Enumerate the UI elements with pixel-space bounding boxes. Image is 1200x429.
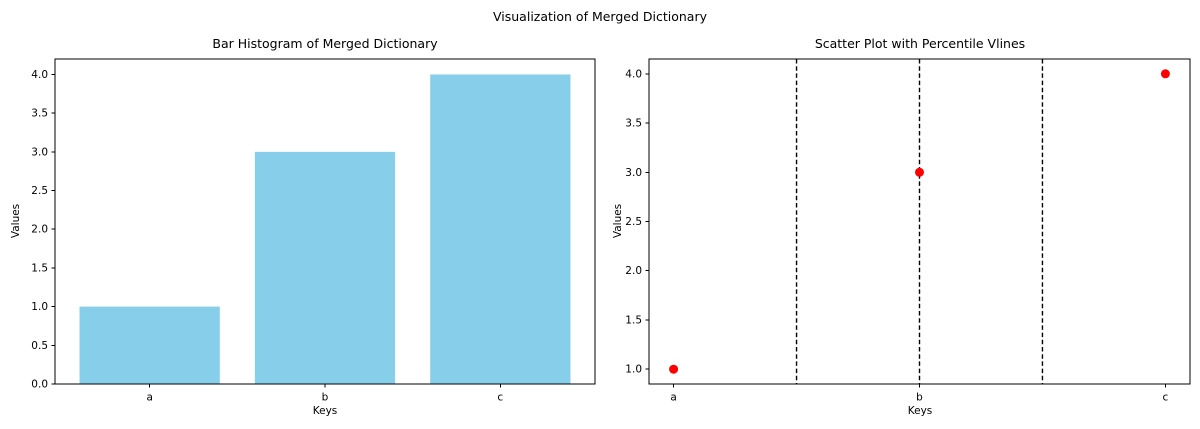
scatter-chart-title: Scatter Plot with Percentile Vlines	[814, 36, 1026, 51]
y-tick-label: 3.0	[31, 146, 48, 158]
x-tick-label: c	[497, 392, 503, 404]
y-tick-label: 3.0	[625, 167, 642, 179]
y-tick-label: 1.0	[31, 301, 48, 313]
y-tick-label: 4.0	[625, 68, 642, 80]
bar-yaxis-label: Values	[10, 203, 22, 239]
y-tick-label: 4.0	[31, 69, 48, 81]
x-tick-label: c	[1163, 392, 1169, 404]
y-tick-label: 1.5	[31, 262, 48, 274]
y-tick-label: 0.0	[31, 379, 48, 391]
y-tick-label: 2.0	[625, 265, 642, 277]
y-tick-label: 0.5	[31, 340, 48, 352]
x-tick-label: b	[322, 392, 329, 404]
y-tick-label: 2.0	[31, 224, 48, 236]
y-tick-label: 3.5	[31, 108, 48, 120]
scatter-yaxis-label: Values	[612, 203, 624, 239]
x-tick-label: a	[670, 392, 676, 404]
bar-c	[430, 74, 571, 384]
bar-b	[254, 151, 396, 384]
bar-a	[79, 306, 220, 384]
scatter-xaxis-label: Keys	[907, 405, 933, 417]
scatter-point-a	[669, 364, 679, 374]
scatter-point-c	[1160, 69, 1170, 79]
figure-suptitle: Visualization of Merged Dictionary	[493, 9, 707, 24]
x-tick-label: a	[146, 392, 152, 404]
y-tick-label: 2.5	[31, 185, 48, 197]
bar-chart-title: Bar Histogram of Merged Dictionary	[212, 36, 438, 51]
y-tick-label: 3.5	[625, 118, 642, 130]
scatter-point-b	[915, 167, 924, 177]
x-tick-label: b	[916, 392, 923, 404]
bar-xaxis-label: Keys	[312, 405, 338, 417]
y-tick-label: 2.5	[625, 216, 642, 228]
y-tick-label: 1.5	[625, 314, 642, 326]
y-tick-label: 1.0	[625, 364, 642, 376]
